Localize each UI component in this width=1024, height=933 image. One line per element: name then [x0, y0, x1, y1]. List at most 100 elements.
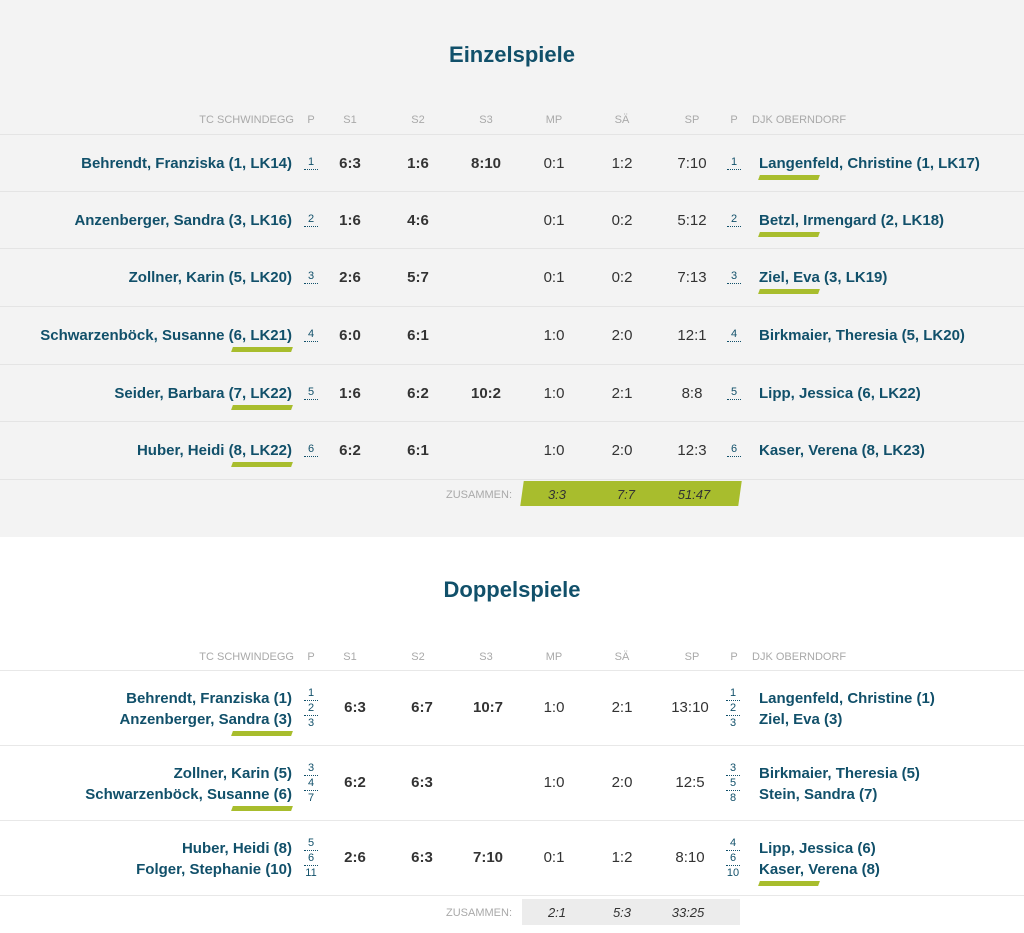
away-player: Betzl, Irmengard (2, LK18): [758, 210, 945, 237]
sets: 2:0: [611, 774, 633, 791]
total-sp: 33:25: [671, 905, 705, 920]
match-row: Zollner, Karin (5) Schwarzenböck, Susann…: [0, 745, 1024, 820]
winner-marker: [231, 405, 293, 410]
away-position: 6: [727, 442, 741, 457]
games: 12:1: [677, 327, 707, 344]
away-player: Birkmaier, Theresia (5, LK20): [759, 325, 965, 346]
home-player-name[interactable]: Anzenberger, Sandra (3, LK16): [74, 212, 292, 229]
home-player-name[interactable]: Behrendt, Franziska (1): [126, 690, 292, 707]
divider: [0, 820, 1024, 821]
home-position: 3: [304, 269, 318, 284]
away-position: 4 6 10: [726, 837, 740, 879]
match-points: 1:0: [543, 385, 565, 402]
set2-score: 6:3: [411, 774, 433, 791]
home-position: 6: [304, 442, 318, 457]
away-position: 1: [727, 155, 741, 170]
winner-marker: [231, 806, 293, 811]
away-position: 3 5 8: [726, 761, 740, 805]
header-s3: S3: [479, 651, 493, 663]
winner-marker: [231, 462, 293, 467]
header-s2: S2: [411, 114, 425, 126]
home-position: 1 2 3: [304, 686, 318, 730]
divider: [0, 306, 1024, 307]
home-player: Zollner, Karin (5, LK20): [129, 267, 292, 288]
match-points: 0:1: [543, 212, 565, 229]
set1-score: 6:3: [344, 699, 366, 716]
away-player-name[interactable]: Birkmaier, Theresia (5, LK20): [759, 327, 965, 344]
divider: [0, 134, 1024, 135]
set2-score: 4:6: [407, 212, 429, 229]
match-points: 1:0: [543, 327, 565, 344]
away-player-name[interactable]: Birkmaier, Theresia (5): [759, 765, 920, 782]
singles-section: Einzelspiele TC SCHWINDEGG P S1 S2 S3 MP…: [0, 0, 1024, 537]
set1-score: 6:2: [339, 442, 361, 459]
away-player-name[interactable]: Ziel, Eva (3): [759, 711, 843, 728]
home-player-name[interactable]: Folger, Stephanie (10): [136, 861, 292, 878]
header-s3: S3: [479, 114, 493, 126]
match-points: 1:0: [543, 774, 565, 791]
home-player-name[interactable]: Huber, Heidi (8): [181, 840, 292, 857]
home-player-name[interactable]: Huber, Heidi (8, LK22): [136, 442, 292, 459]
header-s1: S1: [343, 114, 357, 126]
away-player-name[interactable]: Stein, Sandra (7): [759, 786, 878, 803]
header-p-away: P: [730, 651, 738, 663]
games: 12:3: [677, 442, 707, 459]
games: 7:13: [677, 269, 707, 286]
home-player-name[interactable]: Schwarzenböck, Susanne (6, LK21): [40, 327, 292, 344]
set1-score: 1:6: [339, 385, 361, 402]
header-away-team: DJK OBERNDORF: [752, 651, 847, 663]
set1-score: 1:6: [339, 212, 361, 229]
home-position: 1: [304, 155, 318, 170]
winner-marker: [758, 175, 820, 180]
home-player-name[interactable]: Zollner, Karin (5, LK20): [128, 269, 292, 286]
away-player-name[interactable]: Lipp, Jessica (6): [759, 840, 876, 857]
home-player-name[interactable]: Anzenberger, Sandra (3): [119, 711, 292, 728]
header-p-home: P: [307, 651, 315, 663]
away-player-name[interactable]: Kaser, Verena (8, LK23): [759, 442, 925, 459]
away-player-name[interactable]: Kaser, Verena (8): [759, 861, 880, 878]
total-bar: [522, 899, 740, 925]
header-sa: SÄ: [614, 114, 630, 126]
match-row: Schwarzenböck, Susanne (6, LK21) 4 6:0 6…: [0, 306, 1024, 364]
total-sa: 7:7: [616, 487, 636, 502]
away-player: Kaser, Verena (8, LK23): [759, 440, 925, 461]
away-pair: Langenfeld, Christine (1) Ziel, Eva (3): [759, 688, 935, 730]
away-position: 4: [727, 327, 741, 342]
home-player-name[interactable]: Behrendt, Franziska (1, LK14): [81, 155, 292, 172]
sets: 2:0: [611, 327, 633, 344]
set1-score: 2:6: [344, 849, 366, 866]
divider: [0, 421, 1024, 422]
away-player-name[interactable]: Langenfeld, Christine (1, LK17): [759, 155, 980, 172]
home-position: 2: [304, 212, 318, 227]
home-pair: Huber, Heidi (8) Folger, Stephanie (10): [136, 838, 292, 880]
sets: 2:1: [611, 385, 633, 402]
away-pair: Birkmaier, Theresia (5) Stein, Sandra (7…: [759, 763, 920, 805]
header-home-team: TC SCHWINDEGG: [199, 114, 294, 126]
header-s1: S1: [343, 651, 357, 663]
match-row: Huber, Heidi (8, LK22) 6 6:2 6:1 1:0 2:0…: [0, 421, 1024, 479]
match-row: Seider, Barbara (7, LK22) 5 1:6 6:2 10:2…: [0, 364, 1024, 421]
home-player-name[interactable]: Seider, Barbara (7, LK22): [114, 385, 292, 402]
header-s2: S2: [411, 651, 425, 663]
set3-score: 7:10: [472, 849, 504, 866]
total-label: ZUSAMMEN:: [446, 489, 512, 501]
home-pair: Zollner, Karin (5) Schwarzenböck, Susann…: [85, 763, 293, 811]
match-row: Behrendt, Franziska (1) Anzenberger, San…: [0, 670, 1024, 745]
away-player-name[interactable]: Lipp, Jessica (6, LK22): [759, 385, 921, 402]
winner-marker: [231, 347, 293, 352]
away-player-name[interactable]: Betzl, Irmengard (2, LK18): [759, 212, 945, 229]
header-p-home: P: [307, 114, 315, 126]
home-player-name[interactable]: Schwarzenböck, Susanne (6): [85, 786, 292, 803]
doubles-title: Doppelspiele: [443, 577, 581, 602]
match-points: 0:1: [543, 269, 565, 286]
header-mp: MP: [545, 114, 563, 126]
set3-score: 10:7: [472, 699, 504, 716]
singles-title: Einzelspiele: [449, 42, 575, 67]
home-player-name[interactable]: Zollner, Karin (5): [173, 765, 292, 782]
match-row: Anzenberger, Sandra (3, LK16) 2 1:6 4:6 …: [0, 191, 1024, 248]
total-mp: 2:1: [547, 905, 567, 920]
away-player-name[interactable]: Ziel, Eva (3, LK19): [759, 269, 888, 286]
away-player-name[interactable]: Langenfeld, Christine (1): [759, 690, 935, 707]
home-player: Anzenberger, Sandra (3, LK16): [74, 210, 292, 231]
set1-score: 2:6: [339, 269, 361, 286]
